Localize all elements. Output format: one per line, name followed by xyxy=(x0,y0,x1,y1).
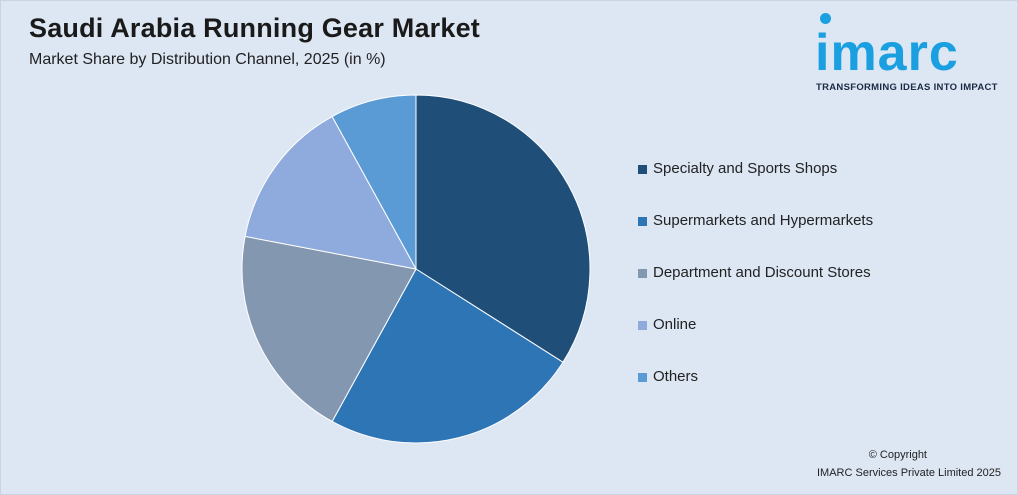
chart-title: Saudi Arabia Running Gear Market xyxy=(29,13,480,43)
pie-slice-specialty-and-sports-shops xyxy=(415,94,591,363)
pie-slice-online xyxy=(244,115,417,270)
legend-item: Online xyxy=(638,316,873,368)
pie-slice-department-and-discount-stores xyxy=(241,235,417,423)
legend-swatch xyxy=(638,373,647,382)
copyright-block: © Copyright IMARC Services Private Limit… xyxy=(817,446,1001,482)
legend-label: Others xyxy=(653,368,699,385)
chart-subtitle: Market Share by Distribution Channel, 20… xyxy=(29,51,386,68)
legend-swatch xyxy=(638,321,647,330)
legend-swatch xyxy=(638,217,647,226)
pie-slice-others xyxy=(331,94,417,270)
legend-item: Supermarkets and Hypermarkets xyxy=(638,212,873,264)
legend-label: Department and Discount Stores xyxy=(653,264,871,281)
company-line: IMARC Services Private Limited 2025 xyxy=(816,467,1001,479)
legend-label: Specialty and Sports Shops xyxy=(653,160,838,177)
legend-label: Supermarkets and Hypermarkets xyxy=(653,212,874,229)
legend-item: Department and Discount Stores xyxy=(638,264,873,316)
logo-word: imarc xyxy=(815,24,959,82)
legend-swatch xyxy=(638,165,647,174)
legend-swatch xyxy=(638,269,647,278)
legend-label: Online xyxy=(653,316,697,333)
legend-item: Specialty and Sports Shops xyxy=(638,160,873,212)
imarc-logo: imarc TRANSFORMING IDEAS INTO IMPACT xyxy=(813,13,1013,97)
logo-tagline: TRANSFORMING IDEAS INTO IMPACT xyxy=(816,82,998,93)
pie-slice-supermarkets-and-hypermarkets xyxy=(331,268,564,444)
legend-item: Others xyxy=(638,368,873,420)
chart-legend: Specialty and Sports Shops Supermarkets a… xyxy=(638,160,873,420)
copyright-line: © Copyright xyxy=(868,449,927,461)
logo-dot-icon xyxy=(820,13,831,24)
